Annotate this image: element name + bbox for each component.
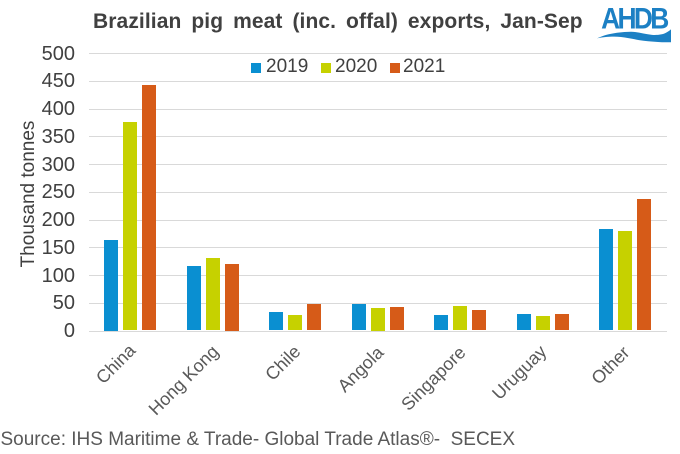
svg-text:AHDB: AHDB (601, 5, 669, 35)
